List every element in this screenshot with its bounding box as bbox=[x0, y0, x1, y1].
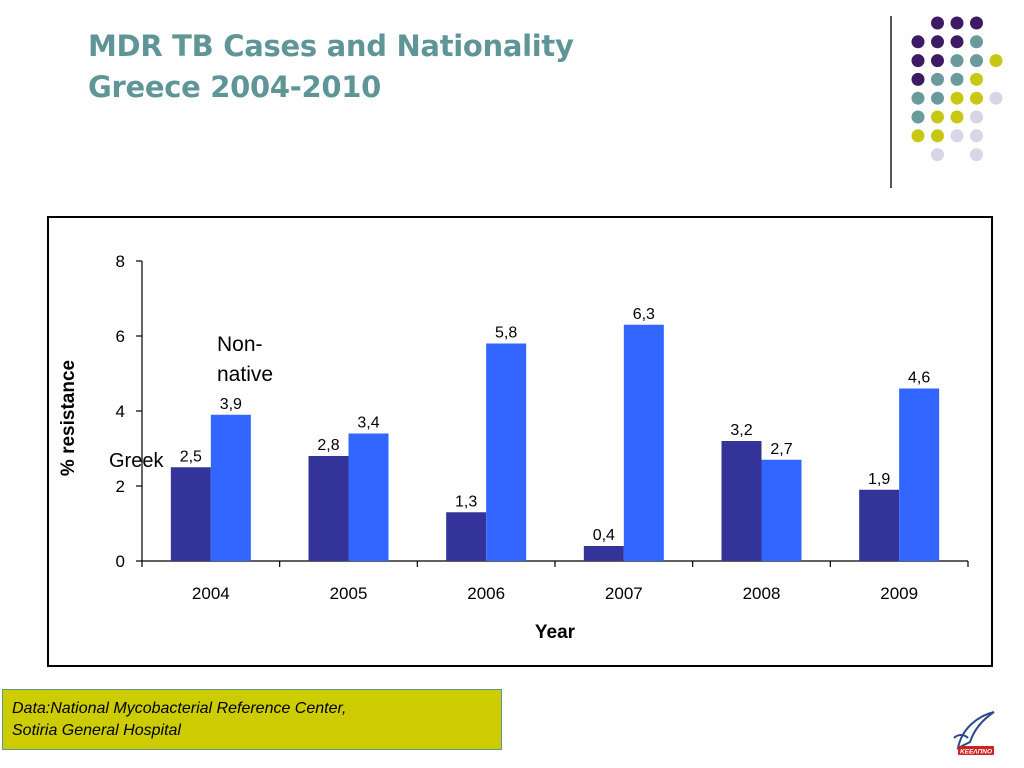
series-label-non-native-line1: Non- bbox=[217, 333, 263, 356]
y-tick-label: 8 bbox=[116, 252, 125, 271]
data-source-line1: Data:National Mycobacterial Reference Ce… bbox=[12, 700, 347, 717]
divider-line bbox=[890, 16, 892, 188]
slide-title: MDR TB Cases and Nationality Greece 2004… bbox=[88, 26, 574, 108]
decorative-dot bbox=[970, 72, 983, 86]
decorative-dot bbox=[950, 91, 964, 105]
decorative-dot bbox=[950, 54, 964, 68]
y-tick-label: 0 bbox=[116, 552, 125, 571]
bar-greek bbox=[170, 467, 211, 561]
decorative-dot bbox=[911, 54, 925, 68]
bar-chart: 0 2 4 6 8 2004 2,5 3,9 2005 2,8 3,4 2006 1,3 5,8 2007 0… bbox=[58, 252, 969, 643]
y-tick-label: 6 bbox=[116, 327, 125, 346]
decorative-dot bbox=[911, 110, 925, 124]
chart-frame: 0 2 4 6 8 2004 2,5 3,9 2005 2,8 3,4 2006 1,3 5,8 2007 0… bbox=[47, 216, 993, 667]
bar-non-native bbox=[348, 433, 389, 561]
decorative-dot bbox=[931, 148, 944, 162]
decorative-dot bbox=[931, 110, 944, 124]
decorative-dot bbox=[950, 72, 964, 86]
data-label: 2,7 bbox=[770, 441, 792, 458]
decorative-dot bbox=[931, 35, 944, 49]
x-tick-label: 2008 bbox=[743, 584, 781, 603]
x-tick-label: 2005 bbox=[330, 584, 368, 603]
data-source-line2: Sotiria General Hospital bbox=[12, 722, 181, 739]
decorative-dot bbox=[970, 129, 983, 143]
decorative-dot bbox=[911, 72, 925, 86]
bar-greek bbox=[859, 489, 900, 561]
data-label: 5,8 bbox=[495, 325, 517, 342]
bar-non-native bbox=[899, 388, 940, 561]
data-label: 0,4 bbox=[593, 527, 615, 544]
x-tick-label: 2004 bbox=[192, 584, 230, 603]
decorative-dot bbox=[931, 91, 944, 105]
bar-greek bbox=[446, 512, 487, 561]
decorative-dot bbox=[989, 91, 1003, 105]
keelpno-logo: KEEΛΠΝΟ bbox=[953, 711, 995, 756]
decorative-dot bbox=[911, 129, 925, 143]
series-label-non-native-line2: native bbox=[217, 363, 273, 386]
data-label: 3,2 bbox=[730, 422, 752, 439]
bar-non-native bbox=[761, 459, 802, 561]
decorative-dot bbox=[970, 54, 983, 68]
decorative-dot bbox=[970, 148, 983, 162]
bar-non-native bbox=[486, 343, 527, 561]
bar-non-native bbox=[623, 324, 664, 561]
decorative-dot bbox=[970, 35, 983, 49]
bar-non-native bbox=[210, 414, 251, 561]
decorative-dot-pattern bbox=[911, 16, 1003, 162]
y-tick-label: 4 bbox=[116, 402, 125, 421]
bar-greek bbox=[308, 456, 349, 561]
decorative-dot bbox=[931, 54, 944, 68]
data-label: 4,6 bbox=[908, 370, 930, 387]
decorative-dot bbox=[911, 91, 925, 105]
x-tick-label: 2009 bbox=[880, 584, 918, 603]
x-axis-title: Year bbox=[535, 622, 576, 643]
decorative-dot bbox=[970, 91, 983, 105]
slide-title-line2: Greece 2004-2010 bbox=[88, 70, 382, 104]
slide-title-line1: MDR TB Cases and Nationality bbox=[88, 29, 574, 63]
decorative-dot bbox=[950, 110, 964, 124]
decorative-dot bbox=[931, 16, 944, 30]
bar-greek bbox=[583, 546, 624, 561]
series-label-greek: Greek bbox=[109, 450, 164, 472]
logo-text: KEEΛΠΝΟ bbox=[960, 749, 992, 756]
decorative-dot bbox=[950, 129, 964, 143]
data-label: 2,5 bbox=[180, 448, 202, 465]
data-label: 3,4 bbox=[357, 415, 379, 432]
decorative-dot bbox=[931, 72, 944, 86]
decorative-dot bbox=[970, 16, 983, 30]
decorative-dot bbox=[950, 35, 964, 49]
bar-greek bbox=[721, 441, 762, 561]
decorative-dot bbox=[989, 54, 1003, 68]
decorative-dot bbox=[911, 35, 925, 49]
data-label: 1,3 bbox=[455, 493, 477, 510]
decorative-dot bbox=[931, 129, 944, 143]
decorative-dot bbox=[970, 110, 983, 124]
decorative-dot bbox=[950, 16, 964, 30]
data-label: 6,3 bbox=[633, 306, 655, 323]
y-axis-title: % resistance bbox=[58, 360, 79, 476]
x-tick-label: 2007 bbox=[605, 584, 643, 603]
data-label: 2,8 bbox=[317, 437, 339, 454]
data-label: 3,9 bbox=[220, 396, 242, 413]
data-label: 1,9 bbox=[868, 471, 890, 488]
x-tick-label: 2006 bbox=[467, 584, 505, 603]
data-source-box: Data:National Mycobacterial Reference Ce… bbox=[2, 689, 502, 750]
y-tick-label: 2 bbox=[116, 477, 125, 496]
